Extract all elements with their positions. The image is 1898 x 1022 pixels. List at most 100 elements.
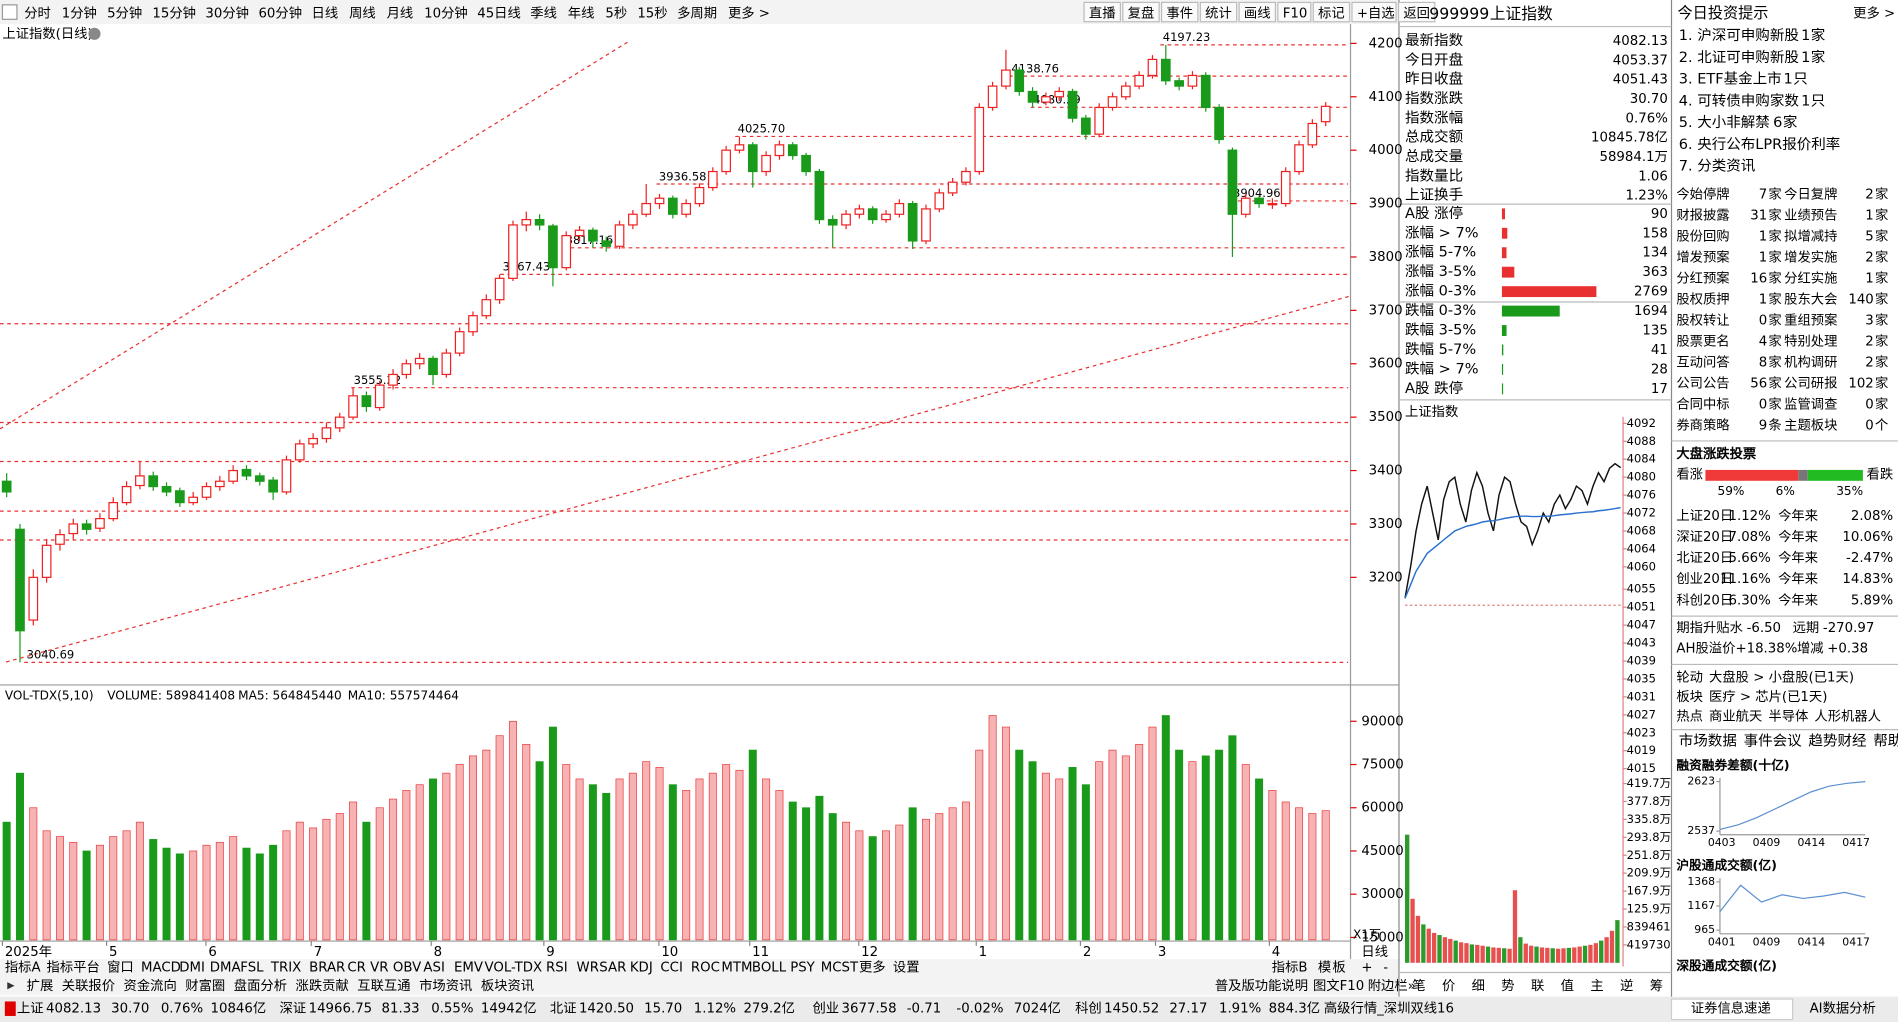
period-tab[interactable]: 15分钟	[152, 4, 196, 21]
bottom-tab[interactable]: 市场资讯	[419, 977, 472, 994]
tool-button[interactable]	[1351, 1, 1397, 23]
tool-button[interactable]	[1277, 1, 1312, 23]
indicator-tab[interactable]: 指标B	[1272, 960, 1308, 976]
expand-arrow[interactable]	[7, 982, 15, 990]
tool-button[interactable]	[1199, 1, 1238, 23]
market-tab[interactable]: 帮助	[1873, 733, 1898, 750]
bottom-right-tab[interactable]: 附边栏»	[1368, 978, 1416, 994]
period-tab[interactable]: 30分钟	[205, 4, 249, 21]
event-label[interactable]: 特别处理	[1784, 334, 1837, 350]
indicator-tab[interactable]: FSL	[240, 961, 264, 976]
event-label[interactable]: 拟增减持	[1784, 229, 1837, 245]
period-tab[interactable]: 月线	[387, 5, 414, 21]
event-label[interactable]: 分红实施	[1784, 271, 1837, 287]
tool-button[interactable]	[1312, 1, 1351, 23]
tips-more[interactable]: 更多 >	[1853, 4, 1895, 21]
bottom-tab[interactable]: 板块资讯	[481, 978, 534, 994]
indicator-tab[interactable]: -	[1383, 961, 1388, 976]
intraday-tab[interactable]: 联	[1531, 978, 1544, 994]
event-label[interactable]: 重组预案	[1784, 313, 1837, 329]
market-tab[interactable]: 事件会议	[1744, 733, 1803, 750]
tool-button[interactable]	[1238, 1, 1277, 23]
indicator-tab[interactable]: MACD	[141, 961, 181, 976]
event-label[interactable]: 财报披露	[1676, 208, 1729, 224]
event-label[interactable]: 券商策略	[1676, 417, 1730, 434]
period-tab[interactable]: 5秒	[605, 5, 627, 21]
intraday-tab[interactable]: 细	[1472, 978, 1485, 994]
period-tab[interactable]: 年线	[568, 5, 595, 21]
event-label[interactable]: 股权转让	[1676, 312, 1729, 329]
indicator-tab[interactable]: VR	[370, 961, 388, 976]
period-tab[interactable]: 10分钟	[424, 4, 468, 21]
tip-text[interactable]: 1. 沪深可申购新股	[1679, 27, 1799, 44]
tip-text[interactable]: 7. 分类资讯	[1679, 158, 1756, 175]
tip-text[interactable]: 6. 央行公布LPR报价利率	[1679, 136, 1841, 153]
bottom-right-tab[interactable]: 图文F10	[1313, 978, 1364, 994]
indicator-tab[interactable]: 更多	[859, 959, 886, 976]
period-tab[interactable]: 15秒	[637, 5, 667, 21]
intraday-tab[interactable]: 势	[1501, 978, 1514, 994]
event-label[interactable]: 分红预案	[1676, 271, 1729, 287]
period-tab[interactable]: 周线	[349, 5, 376, 21]
tool-button-label[interactable]: 事件	[1166, 5, 1193, 21]
event-label[interactable]: 公司研报	[1784, 376, 1837, 392]
bottom-tab[interactable]: 关联报价	[62, 978, 115, 994]
indicator-tab[interactable]: CR	[347, 961, 366, 976]
bottom-tab[interactable]: 涨跌贡献	[296, 978, 349, 994]
event-label[interactable]: 机构调研	[1784, 355, 1837, 371]
market-tab[interactable]: 趋势财经	[1808, 733, 1866, 750]
tool-button[interactable]	[1122, 1, 1160, 23]
hot-item[interactable]: 半导体	[1768, 708, 1808, 724]
indicator-tab[interactable]: DMA	[210, 961, 241, 976]
event-label[interactable]: 互动问答	[1676, 354, 1729, 371]
indicator-tab[interactable]: MTM	[721, 961, 752, 976]
event-label[interactable]: 业绩预告	[1784, 208, 1837, 224]
event-label[interactable]: 主题板块	[1784, 418, 1837, 434]
market-tab[interactable]: 市场数据	[1679, 733, 1737, 750]
period-tab[interactable]: 分时	[24, 5, 51, 21]
indicator-tab[interactable]: 指标平台	[47, 960, 100, 976]
indicator-tab[interactable]: 板	[1332, 960, 1345, 976]
hot-item[interactable]: 人形机器人	[1814, 708, 1881, 724]
period-tab[interactable]: 1分钟	[62, 4, 97, 21]
bottom-tab[interactable]: 财富圈	[185, 977, 225, 994]
tool-button-label[interactable]: +自选	[1357, 5, 1395, 21]
event-label[interactable]: 今日复牌	[1784, 186, 1837, 203]
intraday-tab[interactable]: 筹	[1650, 977, 1663, 994]
intraday-tab[interactable]: 主	[1590, 978, 1603, 994]
indicator-tab[interactable]: DMI	[179, 961, 205, 976]
intraday-tab[interactable]: 笔	[1412, 978, 1425, 994]
event-label[interactable]: 股权质押	[1676, 291, 1729, 308]
indicator-tab[interactable]: MCST	[821, 961, 859, 976]
tip-text[interactable]: 2. 北证可申购新股	[1679, 49, 1799, 66]
indicator-tab[interactable]: SAR	[599, 961, 626, 976]
event-label[interactable]: 增发实施	[1784, 250, 1837, 266]
tool-button-label[interactable]: 标记	[1318, 5, 1345, 21]
indicator-tab[interactable]: CCI	[660, 961, 683, 976]
hot-item[interactable]: 商业航天	[1709, 708, 1762, 724]
bottom-tab[interactable]: 互联互通	[357, 978, 410, 994]
tool-button[interactable]	[1083, 1, 1121, 23]
event-label[interactable]: 股东大会	[1784, 292, 1837, 308]
period-tab[interactable]: 更多 >	[728, 4, 770, 21]
menu-icon[interactable]	[1, 4, 18, 20]
indicator-tab[interactable]: EMV	[454, 961, 483, 976]
event-label[interactable]: 今始停牌	[1676, 186, 1729, 203]
indicator-tab[interactable]: 指标A	[5, 960, 41, 976]
bottom-tab[interactable]: 扩展	[27, 978, 54, 994]
tip-text[interactable]: 3. ETF基金上市	[1679, 71, 1782, 88]
bottom-tab[interactable]: 盘面分析	[234, 977, 287, 994]
indicator-tab[interactable]: ASI	[423, 961, 444, 976]
event-label[interactable]: 增发预案	[1676, 250, 1729, 266]
tool-button-label[interactable]: 直播	[1089, 5, 1116, 21]
tool-button[interactable]	[1160, 1, 1199, 23]
tip-text[interactable]: 5. 大小非解禁	[1679, 114, 1770, 131]
tool-button-label[interactable]: 统计	[1205, 5, 1232, 21]
indicator-tab[interactable]: TRIX	[270, 961, 301, 976]
event-label[interactable]: 股票更名	[1676, 334, 1729, 350]
event-label[interactable]: 监管调查	[1784, 397, 1837, 413]
indicator-tab[interactable]: WR	[577, 961, 599, 976]
period-tab[interactable]: 多周期	[677, 4, 717, 21]
event-label[interactable]: 股份回购	[1676, 229, 1729, 245]
tool-button[interactable]	[1397, 1, 1436, 23]
